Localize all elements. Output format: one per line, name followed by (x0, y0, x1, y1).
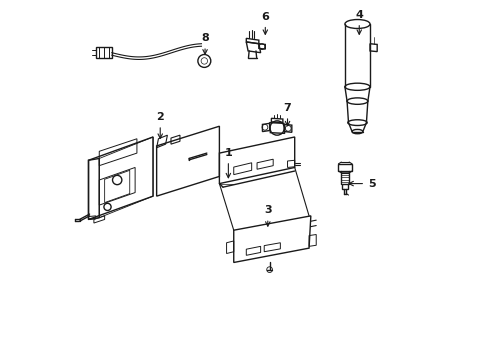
Text: 8: 8 (201, 33, 208, 54)
Text: 4: 4 (355, 10, 363, 34)
Text: 1: 1 (224, 148, 232, 178)
Text: 2: 2 (156, 112, 164, 138)
Text: 3: 3 (264, 206, 271, 226)
Text: 5: 5 (348, 179, 375, 189)
Text: 7: 7 (283, 103, 291, 126)
Text: 6: 6 (261, 12, 269, 34)
